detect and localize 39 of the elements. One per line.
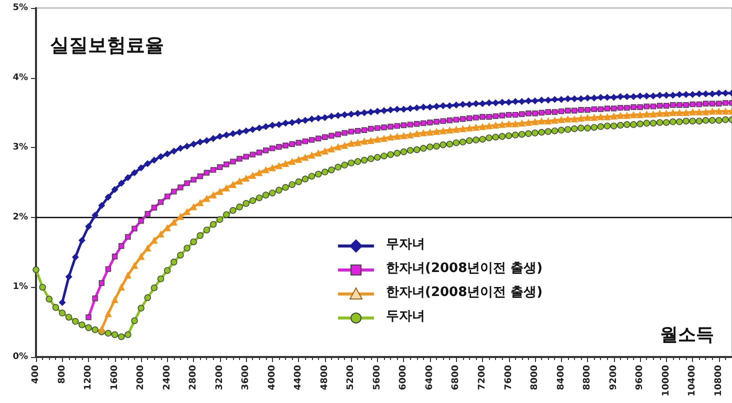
y-tick-label: 0% bbox=[12, 352, 28, 362]
x-tick-label: 6000 bbox=[398, 365, 409, 390]
legend-label: 한자녀(2008년이전 출생) bbox=[386, 285, 543, 300]
x-tick-label: 800 bbox=[57, 365, 68, 384]
x-tick-label: 8000 bbox=[530, 365, 540, 390]
x-tick-label: 4800 bbox=[320, 365, 330, 390]
x-tick-label: 5600 bbox=[372, 365, 382, 390]
x-tick-label: 8800 bbox=[582, 365, 593, 390]
y-tick-label: 1% bbox=[12, 282, 28, 292]
x-axis-title: 월소득 bbox=[660, 324, 714, 346]
x-tick-label: 400 bbox=[31, 365, 41, 384]
legend-label: 두자녀 bbox=[386, 309, 425, 324]
x-tick-label: 6400 bbox=[424, 365, 435, 390]
x-tick-label: 9200 bbox=[608, 365, 619, 390]
x-tick-label: 2400 bbox=[162, 365, 172, 390]
legend-label: 한자녀(2008년이전 출생) bbox=[386, 261, 543, 276]
x-tick-label: 8400 bbox=[556, 365, 566, 390]
x-tick-label: 10800 bbox=[714, 365, 724, 396]
y-tick-label: 3% bbox=[12, 142, 28, 153]
x-tick-label: 1600 bbox=[110, 365, 120, 390]
x-tick-label: 4000 bbox=[267, 365, 278, 390]
y-tick-label: 4% bbox=[12, 72, 28, 83]
legend-label: 무자녀 bbox=[386, 237, 425, 252]
x-tick-label: 5200 bbox=[346, 365, 356, 390]
y-tick-label: 2% bbox=[12, 212, 28, 222]
x-tick-label: 4400 bbox=[294, 365, 304, 390]
x-tick-label: 6800 bbox=[451, 365, 462, 390]
x-tick-label: 10400 bbox=[688, 365, 698, 396]
x-tick-label: 1200 bbox=[84, 365, 94, 390]
x-tick-label: 3200 bbox=[214, 365, 225, 390]
x-tick-label: 3600 bbox=[241, 365, 252, 390]
y-tick-label: 5% bbox=[12, 3, 28, 13]
x-tick-label: 2000 bbox=[136, 365, 146, 390]
x-tick-label: 10000 bbox=[661, 365, 672, 396]
x-tick-label: 7600 bbox=[504, 365, 514, 390]
y-axis-title: 실질보험료율 bbox=[50, 34, 164, 56]
x-tick-label: 2800 bbox=[188, 365, 199, 390]
x-tick-label: 7200 bbox=[477, 365, 488, 390]
x-tick-label: 9600 bbox=[635, 365, 646, 390]
